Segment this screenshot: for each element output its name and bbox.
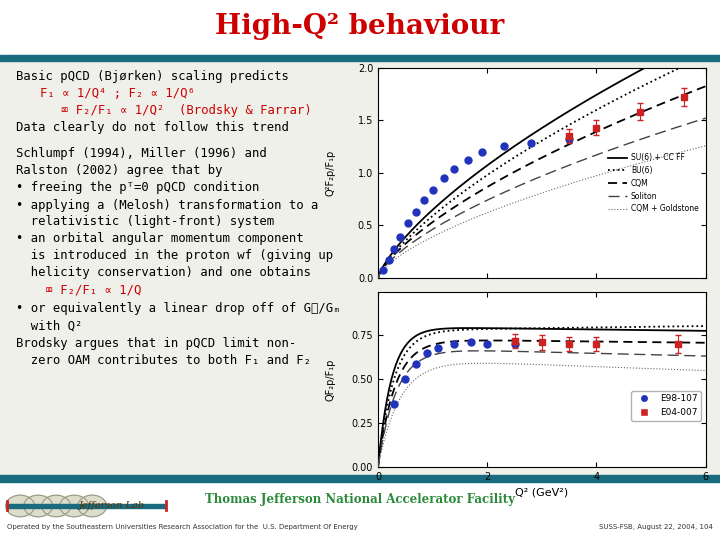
- BU(6): [574, 117, 582, 123]
- Text: • or equivalently a linear drop off of Gᴇ/Gₘ: • or equivalently a linear drop off of G…: [16, 302, 341, 315]
- Y-axis label: Q²F₂p/F₁p: Q²F₂p/F₁p: [325, 150, 336, 196]
- CQM: [581, 133, 590, 140]
- Line: CQM + Goldstone: CQM + Goldstone: [378, 143, 716, 278]
- Line: SU(6) + CC FF: SU(6) + CC FF: [378, 31, 716, 278]
- BU(6): [712, 48, 720, 54]
- Bar: [7, 504, 166, 508]
- X-axis label: Q² (GeV²): Q² (GeV²): [516, 488, 568, 497]
- Soliton: [575, 158, 584, 165]
- Soliton: [374, 275, 382, 281]
- Soliton: [659, 129, 667, 135]
- Line: CQM: CQM: [378, 82, 716, 278]
- CQM: [712, 79, 720, 85]
- Circle shape: [78, 495, 107, 517]
- BU(6): [581, 113, 590, 119]
- Soliton: [680, 122, 689, 128]
- BU(6): [375, 272, 384, 278]
- Text: Schlumpf (1994), Miller (1996) and: Schlumpf (1994), Miller (1996) and: [16, 147, 266, 160]
- Circle shape: [60, 495, 89, 517]
- Text: Basic pQCD (Bjørken) scaling predicts: Basic pQCD (Bjørken) scaling predicts: [16, 70, 289, 83]
- Text: is introduced in the proton wf (giving up: is introduced in the proton wf (giving u…: [16, 249, 333, 262]
- SU(6) + CC FF: [374, 275, 382, 281]
- BU(6): [680, 62, 689, 69]
- SU(6) + CC FF: [574, 102, 582, 109]
- Text: Thomas Jefferson National Accelerator Facility: Thomas Jefferson National Accelerator Fa…: [205, 493, 515, 506]
- Circle shape: [42, 495, 71, 517]
- CQM: [374, 275, 382, 281]
- SU(6) + CC FF: [712, 28, 720, 35]
- Text: Jefferson Lab: Jefferson Lab: [78, 502, 145, 510]
- Text: Ralston (2002) agree that by: Ralston (2002) agree that by: [16, 164, 222, 177]
- Circle shape: [24, 495, 53, 517]
- Bar: [0, 55, 720, 61]
- Text: ⌧ F₂/F₁ ∝ 1/Q: ⌧ F₂/F₁ ∝ 1/Q: [16, 284, 141, 296]
- CQM + Goldstone: [581, 176, 590, 183]
- Text: ⌧ F₂/F₁ ∝ 1/Q²  (Brodsky & Farrar): ⌧ F₂/F₁ ∝ 1/Q² (Brodsky & Farrar): [61, 104, 312, 117]
- Text: • an orbital angular momentum component: • an orbital angular momentum component: [16, 232, 303, 245]
- Text: Brodsky argues that in pQCD limit non-: Brodsky argues that in pQCD limit non-: [16, 337, 296, 350]
- Line: BU(6): BU(6): [378, 51, 716, 278]
- CQM + Goldstone: [374, 275, 382, 281]
- Line: Soliton: Soliton: [378, 115, 716, 278]
- CQM: [659, 100, 667, 106]
- Text: High-Q² behaviour: High-Q² behaviour: [215, 14, 505, 40]
- CQM: [680, 91, 689, 98]
- Soliton: [375, 272, 384, 278]
- Text: SUSS-FSB, August 22, 2004, 104: SUSS-FSB, August 22, 2004, 104: [599, 523, 713, 530]
- Bar: [0, 61, 720, 478]
- Soliton: [574, 158, 582, 165]
- Text: Data clearly do not follow this trend: Data clearly do not follow this trend: [16, 122, 289, 134]
- CQM: [575, 136, 584, 143]
- SU(6) + CC FF: [581, 98, 590, 105]
- Bar: [0, 0, 720, 57]
- CQM: [375, 272, 384, 278]
- SU(6) + CC FF: [375, 271, 384, 278]
- Text: • freeing the pᵀ=0 pQCD condition: • freeing the pᵀ=0 pQCD condition: [16, 181, 259, 194]
- CQM + Goldstone: [575, 178, 584, 184]
- Soliton: [581, 156, 590, 163]
- Bar: [0, 482, 720, 540]
- Legend: SU(6) + CC FF, BU(6), CQM, Soliton, CQM + Goldstone: SU(6) + CC FF, BU(6), CQM, Soliton, CQM …: [605, 150, 702, 217]
- CQM + Goldstone: [680, 148, 689, 154]
- BU(6): [659, 72, 667, 79]
- CQM + Goldstone: [659, 153, 667, 160]
- CQM + Goldstone: [375, 272, 384, 279]
- Soliton: [712, 112, 720, 118]
- CQM: [574, 137, 582, 143]
- Text: zero OAM contributes to both F₁ and F₂: zero OAM contributes to both F₁ and F₂: [16, 354, 311, 367]
- Text: relativistic (light-front) system: relativistic (light-front) system: [16, 215, 274, 228]
- Text: • applying a (Melosh) transformation to a: • applying a (Melosh) transformation to …: [16, 199, 318, 212]
- Text: F₁ ∝ 1/Q⁴ ; F₂ ∝ 1/Q⁶: F₁ ∝ 1/Q⁴ ; F₂ ∝ 1/Q⁶: [40, 87, 194, 100]
- Y-axis label: QF₂p/F₁p: QF₂p/F₁p: [325, 358, 336, 401]
- CQM + Goldstone: [712, 140, 720, 146]
- SU(6) + CC FF: [659, 55, 667, 62]
- BU(6): [575, 116, 584, 123]
- BU(6): [374, 275, 382, 281]
- Circle shape: [6, 495, 35, 517]
- CQM + Goldstone: [574, 178, 582, 185]
- Bar: [0, 475, 720, 482]
- Text: with Q²: with Q²: [16, 320, 82, 333]
- Text: helicity conservation) and one obtains: helicity conservation) and one obtains: [16, 266, 311, 279]
- Text: Operated by the Southeastern Universities Research Association for the  U.S. Dep: Operated by the Southeastern Universitie…: [7, 523, 358, 530]
- SU(6) + CC FF: [680, 44, 689, 50]
- SU(6) + CC FF: [575, 102, 584, 108]
- Legend: E98-107, E04-007: E98-107, E04-007: [631, 391, 701, 421]
